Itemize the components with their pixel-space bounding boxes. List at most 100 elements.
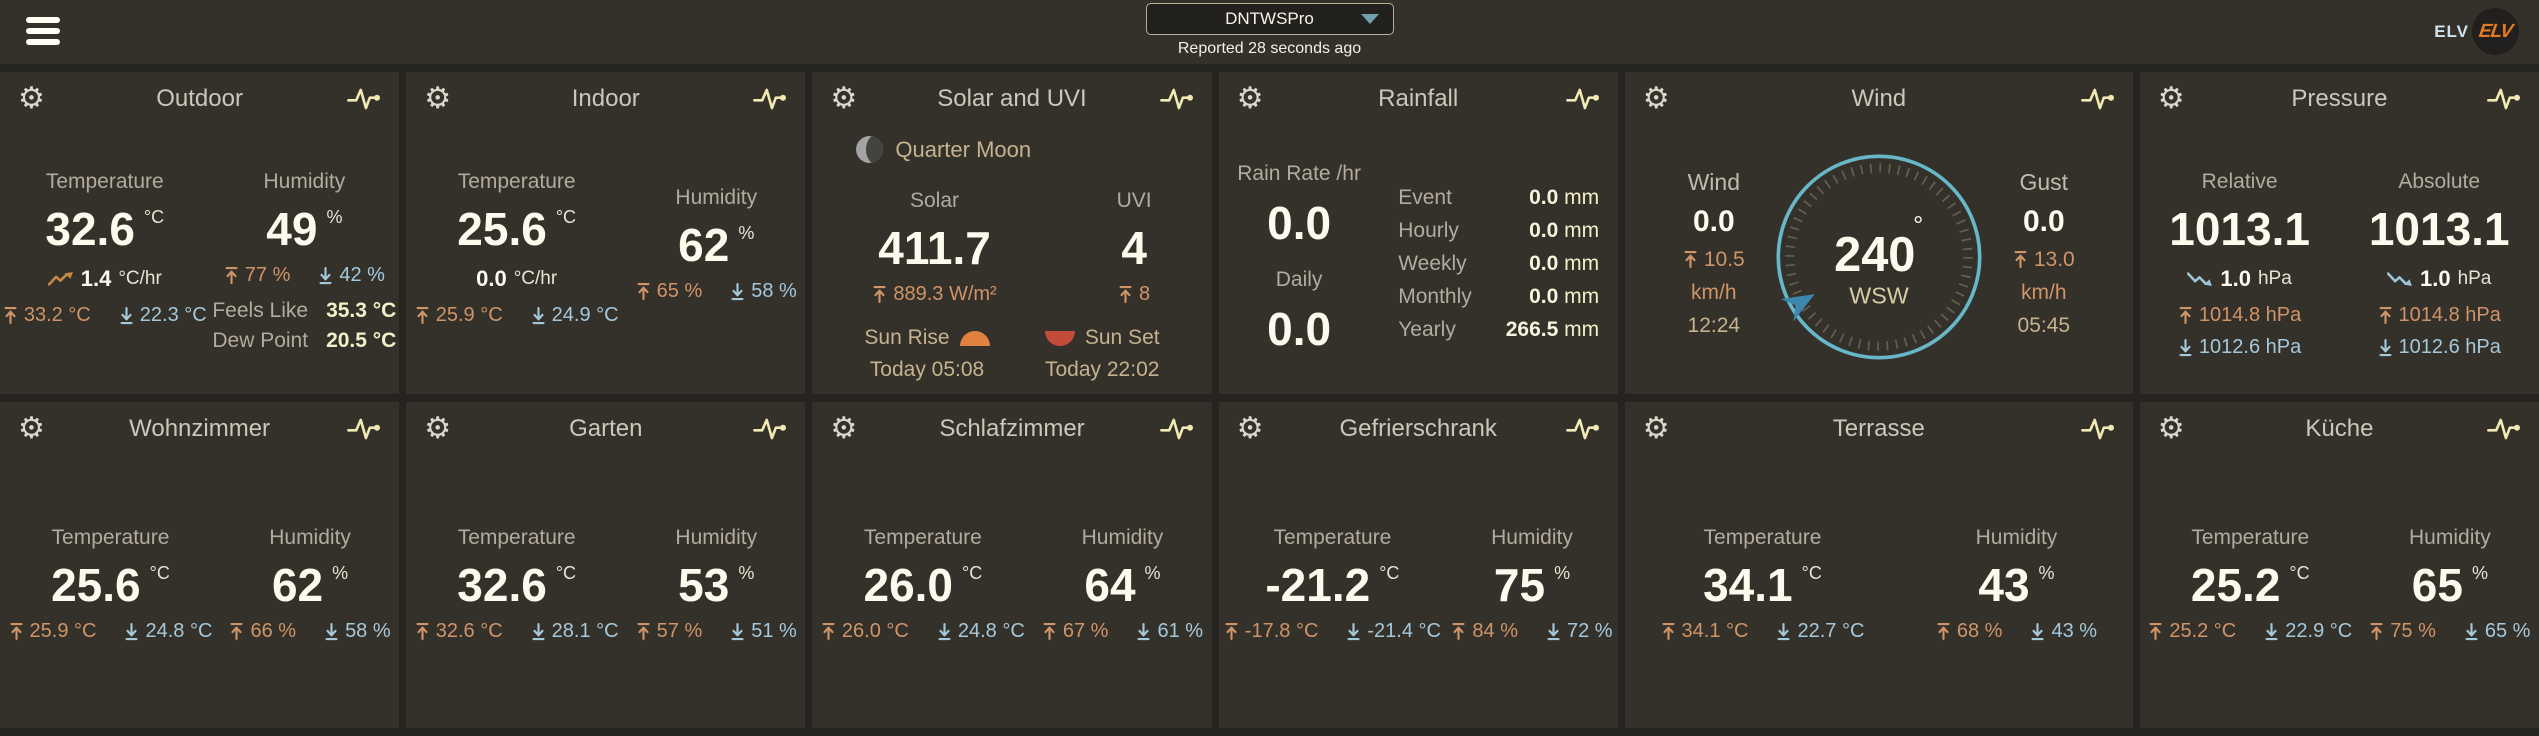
metric-value: 4 bbox=[1121, 222, 1147, 274]
arrow-up-to-bar-icon bbox=[1936, 622, 1951, 641]
min-value: 24.8 °C bbox=[124, 620, 212, 643]
rain-rate-label: Rain Rate /hr bbox=[1237, 162, 1361, 185]
gear-icon[interactable]: ⚙ bbox=[1642, 412, 1670, 445]
trend-down-icon bbox=[2187, 271, 2213, 287]
gear-icon[interactable]: ⚙ bbox=[1236, 412, 1264, 445]
gear-icon[interactable]: ⚙ bbox=[18, 412, 45, 445]
room-humidity: Humidity 53% 57 % 51 % bbox=[636, 526, 797, 643]
metric-value: 1013.1 bbox=[2169, 203, 2310, 255]
station-select[interactable]: DNTWSPro bbox=[1145, 3, 1394, 35]
gear-icon[interactable]: ⚙ bbox=[2157, 412, 2185, 445]
wind-label: Wind bbox=[1687, 168, 1740, 195]
panel-title: Küche bbox=[2305, 415, 2374, 442]
arrow-up-to-bar-icon bbox=[1224, 622, 1239, 641]
arrow-down-to-bar-icon bbox=[324, 622, 339, 641]
max-value: 75 % bbox=[2369, 620, 2436, 643]
chart-pulse-icon[interactable] bbox=[347, 416, 381, 442]
metric-label: UVI bbox=[1116, 189, 1152, 212]
gear-icon[interactable]: ⚙ bbox=[830, 412, 858, 445]
arrow-up-to-bar-icon bbox=[1451, 622, 1466, 641]
panel-schlafzimmer: ⚙ Schlafzimmer Temperature 26.0 °C 26.0 °… bbox=[812, 402, 1212, 728]
pressure-relative: Relative 1013.1 1.0 hPa 1014.8 hPa 1012.… bbox=[2169, 170, 2310, 359]
arrow-down-to-bar-icon bbox=[2030, 622, 2045, 641]
panel-wind: ⚙ Wind Wind 0.0 10.5 km/h 12:24 240 ° WS… bbox=[1624, 72, 2133, 394]
metric-value: 53% bbox=[678, 559, 755, 611]
min-value: 51 % bbox=[730, 620, 797, 643]
elv-logo[interactable]: ELV ELV bbox=[2434, 8, 2519, 55]
panel-title: Pressure bbox=[2291, 85, 2388, 112]
metric-label: Temperature bbox=[51, 526, 170, 549]
panel-title: Rainfall bbox=[1378, 85, 1459, 112]
max-value: 67 % bbox=[1042, 620, 1108, 643]
dew-point-value: 20.5 °C bbox=[326, 329, 397, 352]
arrow-up-to-bar-icon bbox=[1683, 250, 1698, 269]
room-humidity: Humidity 62% 66 % 58 % bbox=[229, 526, 391, 643]
solar-radiation: Solar 411.7 889.3 W/m² bbox=[872, 189, 997, 306]
metric-value: 25.6 °C bbox=[51, 559, 170, 611]
station-header: DNTWSPro Reported 28 seconds ago bbox=[1145, 3, 1394, 58]
metric-value: 32.6 °C bbox=[457, 559, 577, 611]
rain-stat-label: Monthly bbox=[1398, 285, 1472, 308]
min-value: 22.7 °C bbox=[1776, 620, 1864, 643]
arrow-up-to-bar-icon bbox=[1118, 285, 1133, 304]
gust-unit: km/h bbox=[2021, 280, 2067, 304]
gear-icon[interactable]: ⚙ bbox=[424, 412, 452, 445]
arrow-down-to-bar-icon bbox=[2378, 338, 2393, 357]
metric-value: 62% bbox=[678, 219, 755, 271]
gear-icon[interactable]: ⚙ bbox=[424, 82, 452, 115]
min-value: 61 % bbox=[1136, 620, 1203, 643]
feels-like-value: 35.3 °C bbox=[326, 299, 397, 322]
arrow-down-to-bar-icon bbox=[937, 622, 952, 641]
arrow-up-to-bar-icon bbox=[1661, 622, 1676, 641]
metric-value: 49% bbox=[266, 203, 343, 255]
max-value: 889.3 W/m² bbox=[872, 283, 997, 306]
chart-pulse-icon[interactable] bbox=[1566, 86, 1600, 112]
chart-pulse-icon[interactable] bbox=[753, 86, 787, 112]
arrow-down-to-bar-icon bbox=[2264, 622, 2279, 641]
chart-pulse-icon[interactable] bbox=[2081, 86, 2115, 112]
max-value: 1014.8 hPa bbox=[2378, 304, 2501, 327]
uvi: UVI 4 8 bbox=[1117, 189, 1152, 306]
gear-icon[interactable]: ⚙ bbox=[1236, 82, 1264, 115]
indoor-temperature: Temperature 25.6 °C 0.0 °C/hr 25.9 °C 24.… bbox=[415, 170, 619, 327]
min-value: 72 % bbox=[1546, 620, 1613, 643]
metric-label: Humidity bbox=[263, 170, 346, 193]
rain-daily-value: 0.0 bbox=[1267, 303, 1332, 355]
rain-stat-value: 0.0 mm bbox=[1529, 285, 1600, 308]
metric-label: Humidity bbox=[269, 526, 351, 549]
chart-pulse-icon[interactable] bbox=[2487, 416, 2521, 442]
gear-icon[interactable]: ⚙ bbox=[1642, 82, 1670, 115]
menu-icon[interactable] bbox=[26, 17, 60, 45]
panel-title: Solar and UVI bbox=[937, 85, 1087, 112]
pressure-trend: 1.0 hPa bbox=[2187, 266, 2292, 292]
max-value: 25.9 °C bbox=[9, 620, 96, 643]
chart-pulse-icon[interactable] bbox=[1566, 416, 1600, 442]
chart-pulse-icon[interactable] bbox=[347, 86, 381, 112]
min-value: 58 % bbox=[730, 280, 797, 303]
gear-icon[interactable]: ⚙ bbox=[2157, 82, 2185, 115]
max-value: 34.1 °C bbox=[1661, 620, 1748, 643]
arrow-up-to-bar-icon bbox=[9, 622, 24, 641]
gear-icon[interactable]: ⚙ bbox=[18, 82, 45, 115]
rain-stat-value: 0.0 mm bbox=[1529, 219, 1600, 242]
metric-label: Absolute bbox=[2398, 170, 2481, 193]
chart-pulse-icon[interactable] bbox=[2487, 86, 2521, 112]
rain-stat-value: 0.0 mm bbox=[1529, 186, 1600, 209]
panel-title: Garten bbox=[569, 415, 643, 442]
elv-logo-text: ELV bbox=[2434, 21, 2469, 41]
sunset-time: Today 22:02 bbox=[1045, 358, 1160, 381]
panel-wohnzimmer: ⚙ Wohnzimmer Temperature 25.6 °C 25.9 °C … bbox=[0, 402, 400, 728]
wind-compass: 240 ° WSW bbox=[1776, 154, 1982, 360]
metric-label: Temperature bbox=[1703, 526, 1822, 549]
max-value: 32.6 °C bbox=[415, 620, 503, 643]
arrow-up-to-bar-icon bbox=[2148, 622, 2163, 641]
gear-icon[interactable]: ⚙ bbox=[830, 82, 858, 115]
panel-title: Wind bbox=[1851, 85, 1907, 112]
chart-pulse-icon[interactable] bbox=[1160, 86, 1194, 112]
chart-pulse-icon[interactable] bbox=[2081, 416, 2115, 442]
rain-stat-value: 0.0 mm bbox=[1529, 252, 1600, 275]
chart-pulse-icon[interactable] bbox=[1160, 416, 1194, 442]
chart-pulse-icon[interactable] bbox=[753, 416, 787, 442]
rain-statistics: Event 0.0 mm Hourly 0.0 mm Weekly 0.0 mm… bbox=[1398, 186, 1599, 342]
trend-up-icon bbox=[48, 271, 74, 287]
